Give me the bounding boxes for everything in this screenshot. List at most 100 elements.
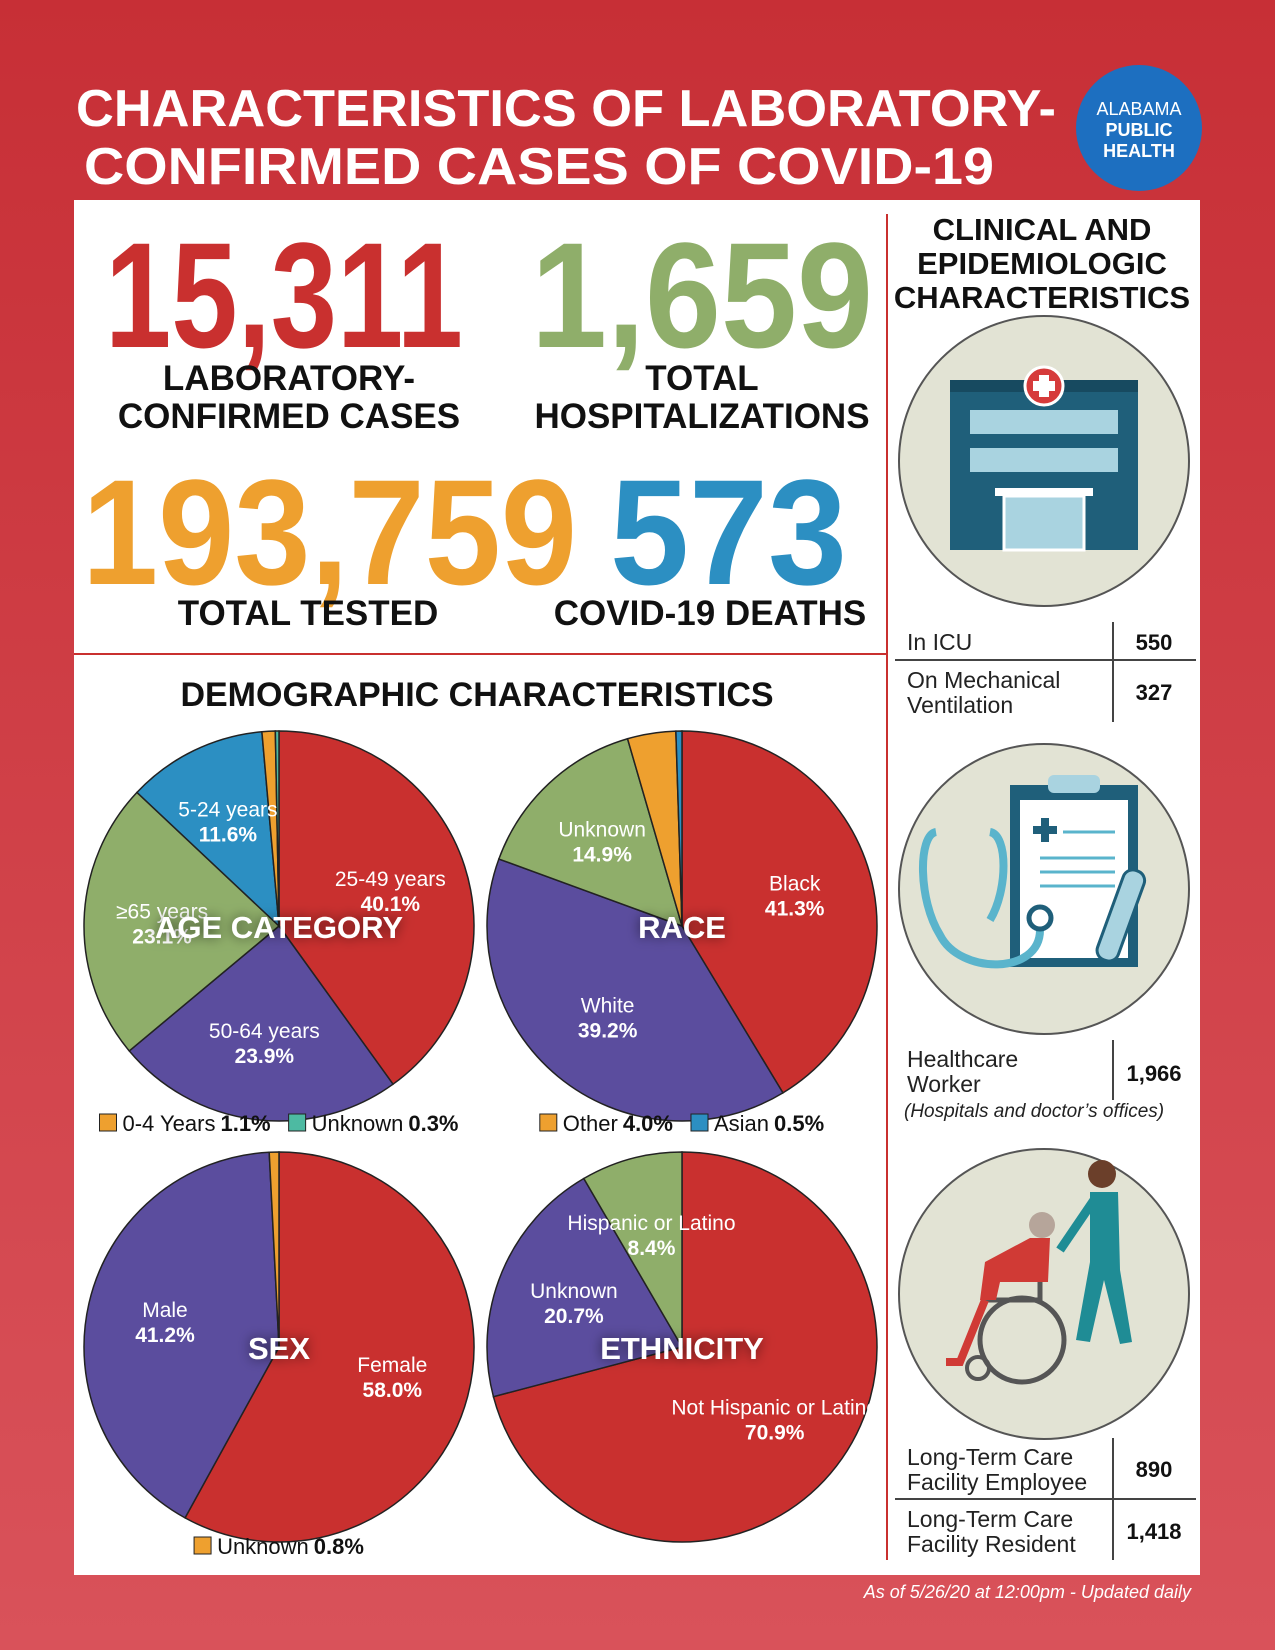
slice-label: Female bbox=[357, 1354, 427, 1377]
legend-label: 0-4 Years bbox=[123, 1111, 216, 1136]
slice-label: Not Hispanic or Latino bbox=[671, 1396, 878, 1419]
slice-value: 70.9% bbox=[745, 1421, 805, 1444]
stat-value: 193,759 bbox=[82, 448, 577, 616]
legend-label: Unknown bbox=[217, 1534, 309, 1559]
section-title: CHARACTERISTICS bbox=[894, 280, 1190, 315]
pie-slice bbox=[274, 730, 280, 927]
legend-value: 1.1% bbox=[220, 1111, 270, 1136]
pie-slice bbox=[497, 737, 684, 928]
slice-value: 58.0% bbox=[363, 1379, 423, 1402]
slice-value: 23.1% bbox=[132, 926, 192, 949]
stat-value: 573 bbox=[610, 448, 847, 616]
pie-slice bbox=[486, 1177, 684, 1398]
pie-slice bbox=[83, 1151, 280, 1519]
row-label: In ICU bbox=[907, 629, 972, 655]
legend-label: Asian bbox=[714, 1111, 769, 1136]
logo-text: HEALTH bbox=[1103, 141, 1175, 161]
stat-label: LABORATORY- bbox=[163, 359, 415, 398]
pie-chart bbox=[83, 730, 475, 1122]
pie-title: AGE CATEGORY bbox=[155, 910, 403, 945]
pie-slice bbox=[675, 730, 683, 927]
legend-value: 0.3% bbox=[408, 1111, 458, 1136]
pie-slice bbox=[83, 791, 281, 1052]
slice-label: Hispanic or Latino bbox=[567, 1212, 735, 1235]
row-note: (Hospitals and doctor’s offices) bbox=[904, 1101, 1164, 1122]
clipboard-icon bbox=[898, 743, 1190, 1035]
slice-label: 5-24 years bbox=[178, 799, 277, 822]
pie-slice bbox=[128, 924, 395, 1122]
legend-label: Unknown bbox=[312, 1111, 404, 1136]
section-title: CLINICAL AND bbox=[933, 212, 1152, 247]
row-label: Long-Term Care bbox=[907, 1444, 1073, 1470]
slice-label: Unknown bbox=[530, 1280, 618, 1303]
pie-chart bbox=[486, 730, 878, 1122]
slice-value: 41.2% bbox=[135, 1324, 195, 1347]
slice-value: 14.9% bbox=[572, 844, 632, 867]
pie-slice bbox=[492, 1151, 878, 1543]
footer: As of 5/26/20 at 12:00pm - Updated daily bbox=[863, 1582, 1192, 1602]
legend-value: 0.8% bbox=[314, 1534, 364, 1559]
logo-text: ALABAMA bbox=[1096, 99, 1181, 119]
legend-value: 4.0% bbox=[623, 1111, 673, 1136]
pie-slice bbox=[135, 730, 280, 928]
row-value: 1,966 bbox=[1126, 1061, 1181, 1086]
pie-chart bbox=[83, 1151, 475, 1543]
slice-label: 50-64 years bbox=[209, 1020, 320, 1043]
logo bbox=[1076, 65, 1202, 191]
slice-value: 20.7% bbox=[544, 1305, 604, 1328]
title-line: CHARACTERISTICS OF LABORATORY- bbox=[76, 80, 1056, 138]
legend: 0-4 Years 1.1% Unknown 0.3% bbox=[99, 1111, 459, 1136]
pie-title: ETHNICITY bbox=[600, 1331, 764, 1366]
logo-text: PUBLIC bbox=[1106, 120, 1173, 140]
legend-swatch bbox=[690, 1113, 709, 1132]
slice-label: Black bbox=[769, 873, 821, 896]
slice-value: 41.3% bbox=[765, 898, 825, 921]
slice-value: 11.6% bbox=[199, 824, 258, 847]
slice-value: 39.2% bbox=[578, 1019, 638, 1042]
legend-swatch bbox=[99, 1113, 117, 1132]
row-label: Long-Term Care bbox=[907, 1506, 1073, 1532]
slice-value: 40.1% bbox=[361, 893, 421, 916]
pie-slice bbox=[268, 1151, 280, 1348]
slice-label: Unknown bbox=[558, 819, 646, 842]
row-label: Facility Employee bbox=[907, 1469, 1087, 1495]
section-title: DEMOGRAPHIC CHARACTERISTICS bbox=[180, 676, 773, 714]
row-value: 890 bbox=[1136, 1457, 1173, 1482]
row-label: Facility Resident bbox=[907, 1531, 1076, 1557]
stat-label: COVID-19 DEATHS bbox=[554, 594, 866, 633]
care-icon bbox=[898, 1148, 1190, 1440]
stat-label: TOTAL bbox=[645, 359, 758, 398]
legend-swatch bbox=[288, 1113, 307, 1132]
section-title: EPIDEMIOLOGIC bbox=[917, 246, 1167, 281]
hospital-icon bbox=[898, 315, 1190, 607]
legend-swatch bbox=[539, 1113, 558, 1132]
row-value: 327 bbox=[1136, 680, 1173, 705]
slice-value: 23.9% bbox=[235, 1045, 295, 1068]
stat-label: TOTAL TESTED bbox=[178, 594, 439, 633]
row-label: Ventilation bbox=[907, 692, 1013, 718]
slice-label: Male bbox=[142, 1299, 188, 1322]
legend-swatch bbox=[193, 1536, 212, 1555]
stat-label: CONFIRMED CASES bbox=[118, 397, 460, 436]
pie-chart bbox=[486, 1151, 878, 1543]
stat-value: 1,659 bbox=[531, 211, 873, 379]
pie-slice bbox=[486, 858, 784, 1122]
pie-slice bbox=[184, 1151, 475, 1543]
legend-label: Other bbox=[563, 1111, 618, 1136]
row-value: 550 bbox=[1136, 630, 1173, 655]
pie-slice bbox=[582, 1151, 683, 1350]
row-value: 1,418 bbox=[1126, 1519, 1181, 1544]
title-line: CONFIRMED CASES OF COVID-19 bbox=[84, 138, 994, 196]
row-label: On Mechanical bbox=[907, 667, 1060, 693]
legend-value: 0.5% bbox=[774, 1111, 824, 1136]
legend: Other 4.0% Asian 0.5% bbox=[539, 1111, 824, 1136]
slice-label: 25-49 years bbox=[335, 868, 446, 891]
pie-slice bbox=[681, 730, 878, 1094]
slice-label: White bbox=[581, 994, 635, 1017]
legend: Unknown 0.8% bbox=[193, 1534, 364, 1559]
row-label: Worker bbox=[907, 1071, 981, 1097]
stat-label: HOSPITALIZATIONS bbox=[534, 397, 869, 436]
slice-value: 8.4% bbox=[628, 1237, 676, 1260]
stat-value: 15,311 bbox=[105, 211, 463, 379]
